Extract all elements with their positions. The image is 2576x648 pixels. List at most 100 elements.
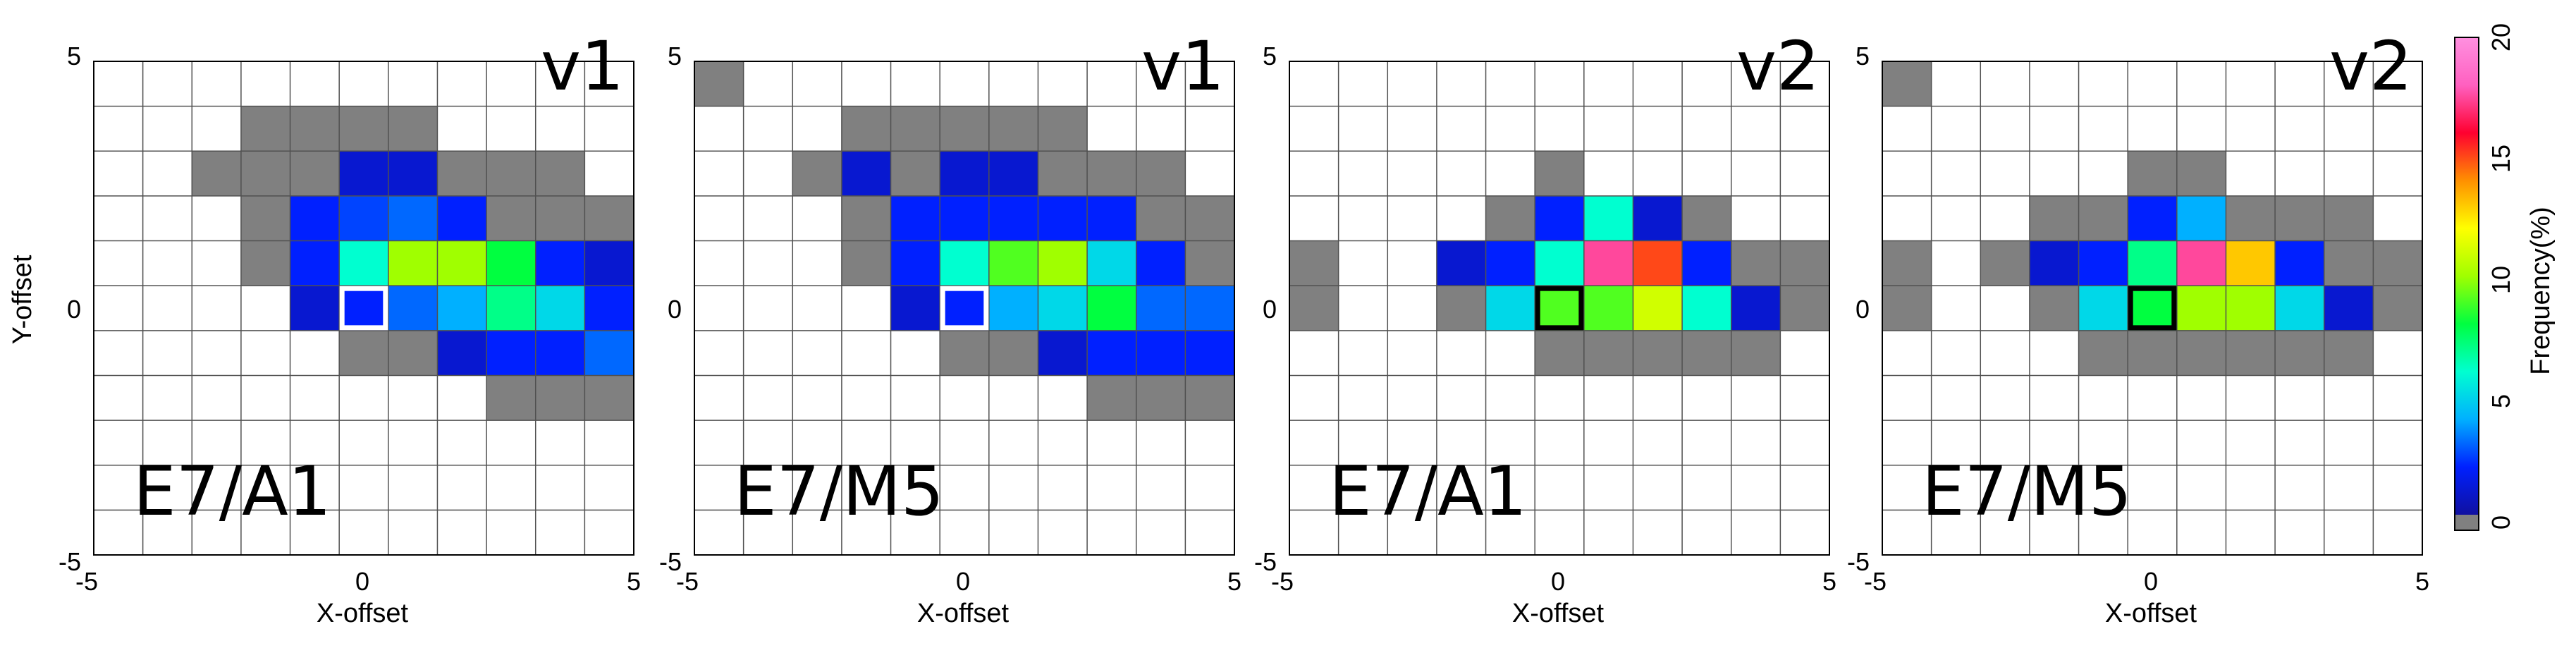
- heatmap-cell: [339, 151, 389, 197]
- heatmap-cell: [988, 151, 1038, 197]
- x-tick-left: -5: [1864, 567, 1887, 596]
- heatmap-cell: [1535, 151, 1585, 197]
- heatmap-cell: [1682, 195, 1732, 242]
- heatmap-cell: [2275, 240, 2325, 286]
- grid-lines: [1882, 61, 2422, 555]
- condition-label: E7/A1: [133, 452, 331, 531]
- x-tick-right: 5: [1227, 567, 1241, 596]
- heatmap-cell: [584, 286, 634, 331]
- colorbar-tick-15: 15: [2486, 145, 2515, 173]
- heatmap-cell: [388, 195, 438, 242]
- heatmap-cell: [1583, 195, 1633, 242]
- heatmap-cell: [1136, 240, 1186, 286]
- x-tick-mid: 0: [956, 567, 970, 596]
- y-tick-top: 5: [668, 42, 682, 71]
- heatmap-cell: [2275, 330, 2325, 376]
- heatmap-cell: [2176, 286, 2226, 331]
- highlight-cell: [339, 286, 388, 331]
- heatmap-cell: [988, 106, 1038, 152]
- heatmap-cell: [2078, 330, 2128, 376]
- heatmap-cell: [1185, 375, 1235, 421]
- heatmap-cell: [535, 375, 585, 421]
- colorbar-zero-swatch: [2455, 515, 2479, 530]
- heatmap-cell: [486, 375, 536, 421]
- heatmap-cell: [2324, 330, 2374, 376]
- heatmap-cell: [437, 286, 487, 331]
- heatmap-cell: [1780, 286, 1830, 331]
- heatmap-cell: [486, 151, 536, 197]
- x-tick-left: -5: [1271, 567, 1294, 596]
- colorbar-tick-10: 10: [2486, 266, 2515, 294]
- heatmap-cell: [841, 195, 892, 242]
- heatmap-cell: [1882, 61, 1932, 107]
- heatmap-cell: [890, 151, 940, 197]
- heatmap-cell: [1038, 106, 1088, 152]
- y-tick-bottom: -5: [1254, 547, 1277, 576]
- heatmap-cell: [2324, 240, 2374, 286]
- version-label: v1: [1141, 27, 1225, 106]
- x-tick-right: 5: [1822, 567, 1836, 596]
- highlight-cell: [940, 286, 989, 331]
- grid-lines: [1289, 61, 1829, 555]
- x-axis-label: X-offset: [917, 599, 1010, 628]
- heatmap-cell: [535, 330, 585, 376]
- heatmap-cell: [2176, 195, 2226, 242]
- heatmap-cell: [2324, 286, 2374, 331]
- heatmap-cell: [1485, 240, 1535, 286]
- heatmap-cell: [1087, 286, 1137, 331]
- heatmap-cell: [1087, 195, 1137, 242]
- heatmap-cell: [192, 151, 242, 197]
- heatmap-cell: [2029, 195, 2080, 242]
- heatmap-cells: [94, 61, 634, 555]
- heatmap-cell: [988, 286, 1038, 331]
- heatmap-cell: [1633, 240, 1683, 286]
- heatmap-cell: [388, 330, 438, 376]
- heatmap-cell: [290, 286, 340, 331]
- heatmap-cell: [1087, 151, 1137, 197]
- heatmap-cell: [2275, 286, 2325, 331]
- panel-v1-e7-a1: v1 E7/A1 5 0 -5 -5 0 5 X-offset: [59, 27, 641, 628]
- heatmap-cell: [1038, 195, 1088, 242]
- heatmap-cell: [486, 240, 536, 286]
- y-tick-mid: 0: [1856, 295, 1870, 324]
- heatmap-cell: [841, 151, 892, 197]
- heatmap-cell: [1485, 286, 1535, 331]
- heatmap-cell: [2078, 195, 2128, 242]
- x-tick-right: 5: [627, 567, 641, 596]
- heatmap-cell: [388, 286, 438, 331]
- heatmap-cell: [1185, 330, 1235, 376]
- heatmap-cell: [1087, 330, 1137, 376]
- condition-label: E7/A1: [1329, 452, 1527, 531]
- plot-frame: [694, 61, 1235, 556]
- heatmap-cell: [2275, 195, 2325, 242]
- heatmap-cell: [2029, 240, 2080, 286]
- heatmap-cell: [2029, 286, 2080, 331]
- version-label: v2: [1736, 27, 1820, 106]
- grid-lines: [694, 61, 1234, 555]
- heatmap-cell: [1436, 240, 1487, 286]
- heatmap-cell: [240, 151, 291, 197]
- heatmap-cell: [1136, 151, 1186, 197]
- heatmap-cell: [535, 195, 585, 242]
- heatmap-cell: [2128, 286, 2178, 331]
- heatmap-cell: [1980, 240, 2030, 286]
- heatmap-cell: [1583, 330, 1633, 376]
- heatmap-cell: [1038, 330, 1088, 376]
- highlight-cell: [2128, 286, 2177, 331]
- x-tick-mid: 0: [1551, 567, 1565, 596]
- y-tick-mid: 0: [67, 295, 81, 324]
- heatmap-cell: [940, 240, 990, 286]
- heatmap-cell: [339, 195, 389, 242]
- heatmap-cell: [290, 151, 340, 197]
- heatmap-cell: [841, 106, 892, 152]
- heatmap-cell: [1731, 240, 1781, 286]
- colorbar-frame: [2454, 37, 2479, 531]
- heatmap-cell: [1038, 240, 1088, 286]
- heatmap-cell: [1633, 195, 1683, 242]
- heatmap-cell: [890, 240, 940, 286]
- heatmap-cell: [437, 151, 487, 197]
- y-tick-bottom: -5: [659, 547, 682, 576]
- heatmap-cell: [290, 240, 340, 286]
- heatmap-cell: [2128, 151, 2178, 197]
